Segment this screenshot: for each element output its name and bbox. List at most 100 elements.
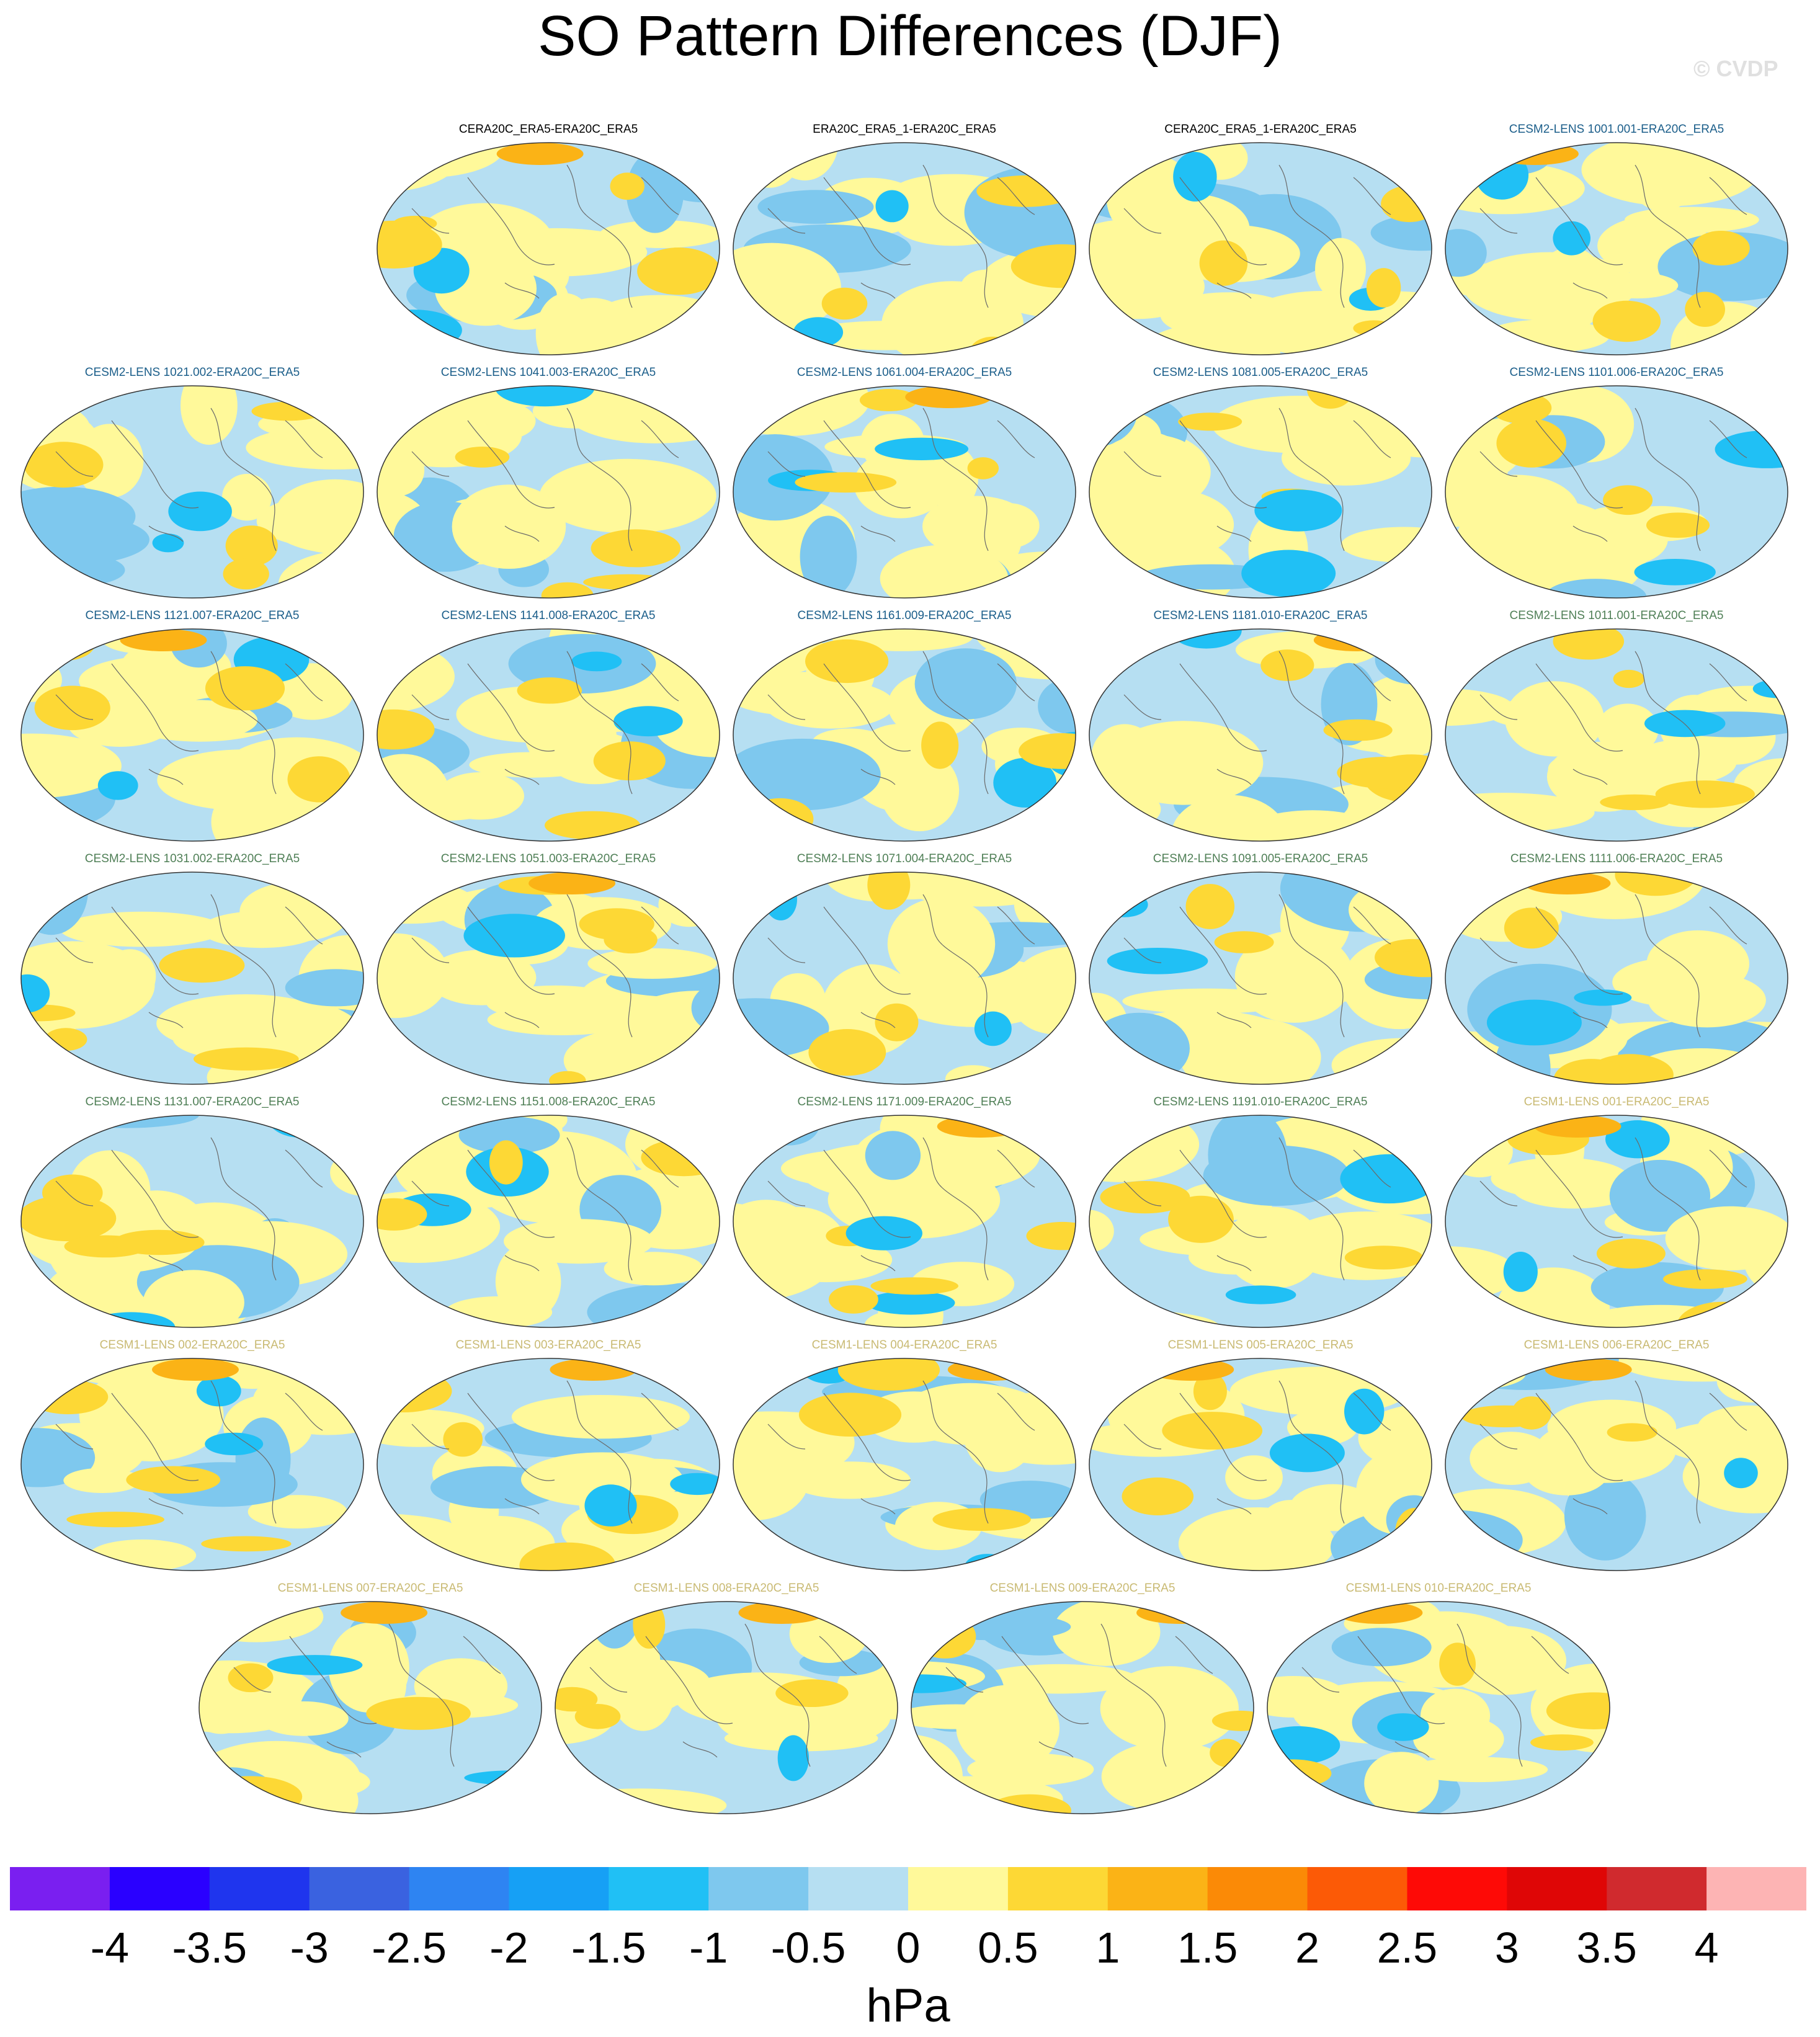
field-anomaly-blob [1178, 1507, 1336, 1571]
map-outline [1445, 871, 1788, 1085]
field-anomaly-blob [21, 1428, 96, 1487]
colorbar-swatch [509, 1867, 609, 1910]
field-anomaly-blob [1385, 950, 1432, 978]
field-anomaly-blob [1260, 649, 1314, 681]
field-anomaly-blob [455, 447, 510, 468]
panel-title: CESM2-LENS 1161.009-ERA20C_ERA5 [797, 609, 1012, 622]
field-anomaly-blob [795, 472, 897, 493]
field-anomaly-blob [584, 1484, 637, 1527]
map-field [733, 385, 1076, 599]
field-anomaly-blob [775, 1679, 849, 1707]
map-outline [733, 871, 1076, 1085]
field-anomaly-blob [1445, 689, 1514, 726]
coastline [411, 408, 679, 551]
field-anomaly-blob [793, 317, 844, 348]
panel-title: CESM2-LENS 1011.001-ERA20C_ERA5 [1509, 609, 1724, 622]
field-anomaly-blob [377, 1198, 427, 1231]
field-anomaly-blob [1391, 587, 1430, 598]
field-anomaly-blob [21, 733, 122, 798]
field-anomaly-blob [201, 1536, 292, 1552]
colorbar-swatch [1107, 1867, 1208, 1910]
map-panel: CESM2-LENS 1051.003-ERA20C_ERA5 [375, 852, 722, 1097]
field-anomaly-blob [458, 1116, 560, 1154]
field-anomaly-blob [875, 1003, 919, 1041]
field-anomaly-blob [1331, 1628, 1432, 1667]
map-outline [377, 1358, 720, 1571]
field-anomaly-blob [1445, 161, 1479, 187]
field-anomaly-blob [1625, 207, 1759, 233]
field-anomaly-blob [549, 1071, 586, 1084]
map-outline [555, 1601, 898, 1814]
map-panel: CESM2-LENS 1131.007-ERA20C_ERA5 [19, 1095, 366, 1340]
map-field [1445, 142, 1788, 355]
field-anomaly-blob [205, 1432, 264, 1456]
map-outline [1267, 1601, 1610, 1814]
field-anomaly-blob [641, 386, 716, 403]
field-anomaly-blob [875, 437, 969, 460]
field-anomaly-blob [974, 1011, 1012, 1046]
map-field [1445, 1358, 1788, 1571]
field-anomaly-blob [579, 908, 654, 940]
map-field [733, 871, 1076, 1085]
field-anomaly-blob [1491, 1157, 1630, 1200]
field-anomaly-blob [1337, 757, 1431, 789]
field-anomaly-blob [1553, 1059, 1630, 1084]
field-anomaly-blob [60, 911, 225, 947]
field-anomaly-blob [821, 287, 868, 320]
field-anomaly-blob [1475, 151, 1529, 200]
coastline [1479, 894, 1747, 1038]
panel-title: CESM2-LENS 1171.009-ERA20C_ERA5 [797, 1095, 1012, 1108]
field-anomaly-blob [157, 749, 328, 811]
colorbar-tick-label: 1 [1095, 1923, 1120, 1972]
map-field [377, 385, 720, 599]
coastline [411, 164, 679, 308]
field-anomaly-blob [1739, 1549, 1788, 1568]
map-outline [377, 142, 720, 355]
colorbar-tick-label: -1.5 [571, 1923, 646, 1972]
field-anomaly-blob [366, 1696, 471, 1730]
field-anomaly-blob [1496, 419, 1566, 468]
map-panel: CESM2-LENS 1041.003-ERA20C_ERA5 [375, 366, 722, 611]
field-anomaly-blob [978, 503, 1040, 548]
map-field [377, 871, 720, 1085]
map-outline [733, 385, 1076, 599]
field-anomaly-blob [24, 442, 104, 488]
field-anomaly-blob [1366, 268, 1401, 308]
field-anomaly-blob [1665, 1206, 1788, 1271]
field-anomaly-blob [193, 1047, 299, 1071]
field-anomaly-blob [1032, 567, 1076, 598]
field-anomaly-blob [1724, 1458, 1758, 1489]
field-anomaly-blob [120, 629, 207, 651]
coastline [233, 1623, 501, 1767]
coastline [1123, 894, 1391, 1038]
map-panel: CESM1-LENS 010-ERA20C_ERA5 [1265, 1582, 1612, 1827]
field-anomaly-blob [593, 741, 666, 781]
field-anomaly-blob [1439, 1643, 1476, 1686]
map-outline [911, 1601, 1254, 1814]
map-field [1089, 1358, 1432, 1571]
panel-title: CESM2-LENS 1041.003-ERA20C_ERA5 [440, 366, 656, 379]
panel-title: CESM2-LENS 1081.005-ERA20C_ERA5 [1153, 366, 1368, 379]
field-anomaly-blob [21, 974, 50, 1013]
colorbar-swatch [1507, 1867, 1607, 1910]
field-anomaly-blob [1052, 1602, 1161, 1666]
field-anomaly-blob [1470, 1432, 1553, 1485]
field-anomaly-blob [489, 1140, 523, 1185]
field-anomaly-blob [496, 143, 584, 165]
field-anomaly-blob [517, 677, 582, 704]
field-anomaly-blob [1089, 1210, 1114, 1253]
field-anomaly-blob [880, 750, 960, 832]
map-field [1089, 385, 1432, 599]
map-outline [20, 1358, 364, 1571]
field-anomaly-blob [1486, 999, 1582, 1046]
colorbar-tick-label: -3.5 [172, 1923, 248, 1972]
colorbar-tick-label: -2.5 [372, 1923, 447, 1972]
field-anomaly-blob [1692, 231, 1750, 265]
field-anomaly-blob [805, 639, 889, 684]
map-panel: CERA20C_ERA5-ERA20C_ERA5 [375, 123, 722, 368]
field-anomaly-blob [246, 426, 364, 470]
field-anomaly-blob [911, 1602, 980, 1613]
field-anomaly-blob [1564, 1472, 1646, 1561]
field-anomaly-blob [1211, 1710, 1254, 1731]
panel-title: CESM1-LENS 001-ERA20C_ERA5 [1523, 1095, 1710, 1108]
